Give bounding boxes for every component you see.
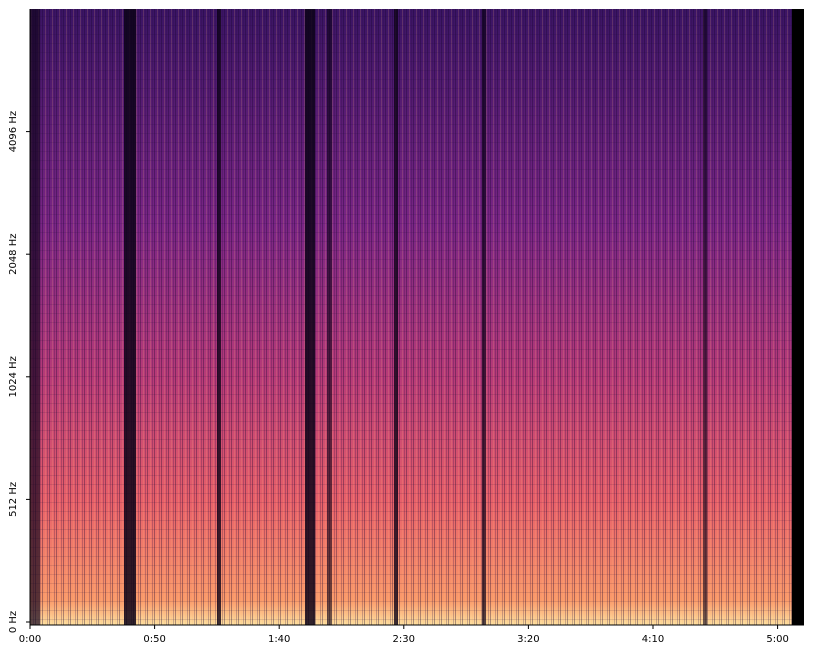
x-tick-label: 2:30 xyxy=(393,634,415,645)
y-tick-label: 1024 Hz xyxy=(8,356,19,397)
x-tick-label: 0:00 xyxy=(19,634,41,645)
axes: 0:00 0:50 1:40 2:30 3:20 4:10 5:00 0 Hz 512 Hz 10… xyxy=(8,9,804,645)
y-tick-label: 4096 Hz xyxy=(8,111,19,152)
x-tick-label: 5:00 xyxy=(766,634,788,645)
y-tick-label: 2048 Hz xyxy=(8,233,19,274)
x-tick-label: 0:50 xyxy=(143,634,165,645)
x-tick-label: 3:20 xyxy=(517,634,539,645)
x-tick-label: 4:10 xyxy=(642,634,664,645)
y-tick-label: 512 Hz xyxy=(8,482,19,517)
spectrogram-image xyxy=(30,9,804,625)
y-tick-label: 0 Hz xyxy=(8,611,19,633)
x-tick-label: 1:40 xyxy=(268,634,290,645)
